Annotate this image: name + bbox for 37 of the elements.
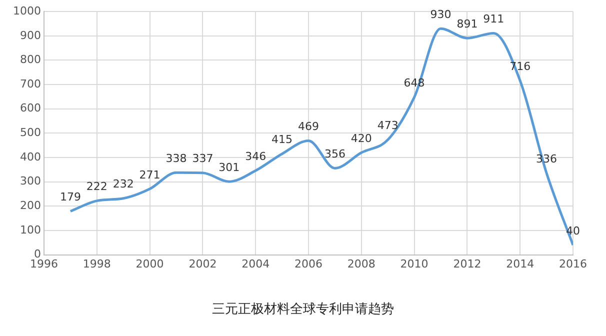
x-tick-label: 2010 bbox=[400, 257, 428, 270]
x-tick-label: 2016 bbox=[559, 257, 588, 270]
y-tick-label: 300 bbox=[20, 174, 41, 188]
text: 三元正极材料全球专利申请趋势 bbox=[211, 301, 395, 318]
x-tick-label: 2008 bbox=[347, 257, 376, 270]
data-label: 356 bbox=[324, 148, 346, 161]
data-label: 473 bbox=[377, 119, 398, 132]
x-tick-label: 2004 bbox=[242, 257, 270, 270]
data-label: 346 bbox=[245, 150, 266, 164]
y-tick-label: 100 bbox=[20, 223, 41, 236]
data-label: 415 bbox=[272, 133, 293, 146]
data-label: 222 bbox=[86, 180, 108, 194]
data-label: 911 bbox=[483, 12, 504, 26]
data-label: 420 bbox=[350, 132, 372, 146]
y-tick-label: 700 bbox=[20, 77, 41, 90]
x-tick-label: 1998 bbox=[82, 257, 111, 270]
data-label: 179 bbox=[60, 190, 81, 204]
x-tick-label: 2012 bbox=[453, 257, 482, 270]
data-label: 301 bbox=[218, 160, 240, 174]
x-tick-label: 2006 bbox=[294, 257, 322, 270]
y-tick-label: 500 bbox=[20, 126, 41, 140]
data-label: 930 bbox=[430, 8, 452, 21]
y-tick-label: 900 bbox=[20, 28, 41, 42]
data-label: 469 bbox=[298, 120, 319, 134]
data-label: 891 bbox=[456, 17, 478, 30]
y-tick-label: 600 bbox=[20, 102, 41, 115]
y-tick-label: 1000 bbox=[12, 4, 41, 18]
data-label: 338 bbox=[166, 152, 187, 165]
data-label: 232 bbox=[112, 178, 134, 191]
y-tick-label: 400 bbox=[20, 150, 41, 164]
x-tick-label: 2002 bbox=[188, 257, 217, 270]
y-tick-label: 200 bbox=[20, 199, 41, 212]
data-label: 271 bbox=[139, 168, 160, 182]
y-tick-label: 800 bbox=[20, 53, 41, 66]
data-label: 337 bbox=[192, 152, 214, 166]
x-tick-label: 2014 bbox=[506, 257, 534, 270]
x-tick-label: 2000 bbox=[136, 257, 164, 270]
